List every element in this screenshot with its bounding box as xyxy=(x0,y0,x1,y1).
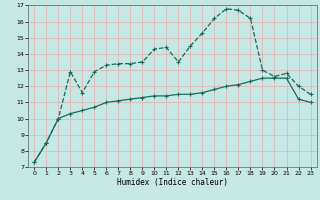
X-axis label: Humidex (Indice chaleur): Humidex (Indice chaleur) xyxy=(117,178,228,187)
